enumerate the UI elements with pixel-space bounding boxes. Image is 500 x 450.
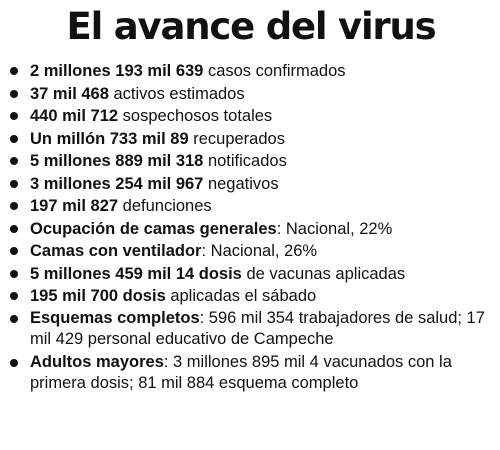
bullet-icon: [10, 202, 18, 210]
item-text: casos confirmados: [203, 62, 346, 80]
item-highlight: 3 millones 254 mil 967: [30, 174, 204, 193]
bullet-icon: [10, 112, 18, 120]
item-text: notificados: [203, 152, 287, 170]
item-text: defunciones: [118, 197, 212, 215]
item-highlight: 37 mil 468: [30, 84, 109, 103]
list-item: Camas con ventilador: Nacional, 26%: [10, 240, 492, 263]
item-highlight: Camas con ventilador: [30, 242, 202, 260]
list-item: Esquemas completos: 596 mil 354 trabajad…: [10, 308, 492, 350]
bullet-icon: [10, 269, 18, 278]
item-text: negativos: [203, 174, 279, 193]
item-highlight: 440 mil 712: [30, 107, 119, 125]
item-highlight: Esquemas completos: [30, 308, 200, 327]
list-item: 5 millones 459 mil 14 dosis de vacunas a…: [10, 263, 492, 286]
item-highlight: Ocupación de camas generales: [30, 219, 277, 238]
item-highlight: Un millón 733 mil 89: [30, 129, 189, 148]
list-item: 2 millones 193 mil 639 casos confirmados: [10, 60, 492, 83]
bullet-icon: [10, 247, 18, 255]
item-text: aplicadas el sábado: [165, 287, 317, 305]
stats-list: 2 millones 193 mil 639 casos confirmados…: [10, 60, 492, 394]
item-text: activos estimados: [108, 84, 245, 103]
list-item: Ocupación de camas generales: Nacional, …: [10, 218, 492, 241]
list-item: 5 millones 889 mil 318 notificados: [10, 150, 492, 173]
bullet-icon: [10, 224, 18, 233]
bullet-icon: [10, 314, 18, 323]
item-text: : 596 mil 354 trabajadores de salud; 17 …: [30, 308, 485, 348]
item-highlight: 197 mil 827: [30, 197, 119, 215]
list-item: 197 mil 827 defunciones: [10, 195, 492, 218]
list-item: 37 mil 468 activos estimados: [10, 83, 492, 106]
item-highlight: 5 millones 889 mil 318: [30, 152, 204, 170]
bullet-icon: [10, 358, 18, 367]
page-title: El avance del virus: [66, 5, 437, 48]
item-highlight: Adultos mayores: [30, 352, 164, 371]
list-item: Adultos mayores: 3 millones 895 mil 4 va…: [10, 352, 492, 394]
item-text: : Nacional, 22%: [276, 219, 393, 238]
list-item: Un millón 733 mil 89 recuperados: [10, 128, 492, 151]
list-item: 3 millones 254 mil 967 negativos: [10, 173, 492, 196]
list-item: 440 mil 712 sospechosos totales: [10, 105, 492, 128]
item-text: : 3 millones 895 mil 4 vacunados con la …: [30, 352, 452, 392]
item-highlight: 5 millones 459 mil 14 dosis: [30, 264, 242, 283]
bullet-icon: [10, 157, 18, 165]
list-item: 195 mil 700 dosis aplicadas el sábado: [10, 285, 492, 308]
bullet-icon: [10, 179, 18, 188]
bullet-icon: [10, 134, 18, 143]
item-text: recuperados: [188, 129, 285, 148]
item-highlight: 195 mil 700 dosis: [30, 287, 166, 305]
item-text: : Nacional, 26%: [201, 242, 318, 260]
bullet-icon: [10, 89, 18, 98]
bullet-icon: [10, 292, 18, 300]
item-text: de vacunas aplicadas: [241, 264, 406, 283]
bullet-icon: [10, 67, 18, 75]
item-highlight: 2 millones 193 mil 639: [30, 62, 204, 80]
item-text: sospechosos totales: [118, 107, 273, 125]
